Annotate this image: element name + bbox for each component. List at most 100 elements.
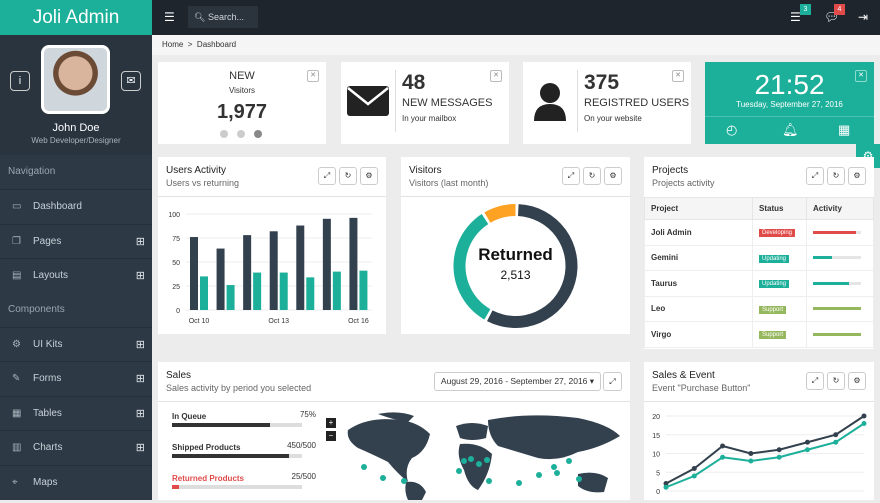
data-point — [776, 447, 782, 453]
panel-controls: ⤢ ↻ ⚙ — [806, 372, 866, 390]
expand-icon[interactable]: ⤢ — [806, 167, 824, 185]
map-marker[interactable] — [456, 468, 462, 474]
sidebar-item-ui-kits[interactable]: ⚙ UI Kits ⊞ — [0, 326, 152, 362]
bar — [190, 237, 198, 310]
table-row[interactable]: Gemini Updating — [644, 244, 874, 271]
sidebar-item-maps[interactable]: ⌖ Maps — [0, 464, 152, 500]
table-row[interactable]: Taurus Updating — [644, 270, 874, 297]
settings-icon[interactable]: ⚙ — [848, 167, 866, 185]
close-icon[interactable]: ✕ — [307, 70, 319, 82]
expand-icon[interactable]: ⤢ — [318, 167, 336, 185]
carousel-dot[interactable] — [254, 130, 262, 138]
map-marker[interactable] — [566, 458, 572, 464]
map-marker[interactable] — [468, 456, 474, 462]
map-marker[interactable] — [461, 458, 467, 464]
search-input[interactable]: 🔍︎ Search... — [188, 6, 258, 28]
bar — [306, 277, 315, 310]
panel-controls: ⤢ ↻ ⚙ — [318, 167, 378, 185]
close-icon[interactable]: ✕ — [672, 70, 684, 82]
settings-icon[interactable]: ⚙ — [848, 372, 866, 390]
series-line — [665, 422, 865, 489]
settings-icon[interactable]: ⚙ — [360, 167, 378, 185]
envelope-icon[interactable]: ✉ — [121, 71, 141, 91]
table-row[interactable]: Virgo Support — [644, 321, 874, 348]
profile-box: i ✉ John Doe Web Developer/Designer — [0, 35, 152, 155]
bar — [359, 270, 368, 310]
progress-bar — [172, 454, 302, 458]
bell-icon[interactable]: 🔔︎ — [782, 122, 799, 137]
bar — [226, 285, 235, 310]
sidebar-item-dashboard[interactable]: ▭ Dashboard — [0, 189, 152, 224]
data-point — [663, 484, 669, 490]
map-marker[interactable] — [401, 478, 407, 484]
bar — [253, 272, 262, 310]
expand-icon[interactable]: ⤢ — [806, 372, 824, 390]
col-header-activity: Activity — [806, 197, 874, 220]
brand-logo[interactable]: Joli Admin — [0, 0, 152, 35]
carousel-dot[interactable] — [237, 130, 245, 138]
map-marker[interactable] — [380, 475, 386, 481]
date-range-value: August 29, 2016 - September 27, 2016 — [440, 376, 588, 386]
table-row[interactable]: Joli Admin Developing — [644, 219, 874, 246]
status-cell: Updating — [752, 244, 807, 271]
progress-bar — [813, 281, 861, 285]
bar — [216, 248, 225, 310]
sidebar-item-label: Dashboard — [33, 201, 82, 212]
carousel-dot[interactable] — [220, 130, 228, 138]
panel-title: Sales — [166, 370, 192, 381]
status-cell: Updating — [752, 270, 807, 297]
progress-fill — [172, 454, 289, 458]
progress-fill — [813, 332, 861, 336]
zoom-out-button[interactable]: − — [326, 431, 336, 441]
donut-center-label: Returned — [478, 245, 553, 264]
col-header-status: Status — [752, 197, 807, 220]
avatar[interactable] — [41, 45, 110, 114]
table-row[interactable]: Leo Support — [644, 295, 874, 322]
components-title: Components — [8, 303, 65, 315]
menu-toggle-icon[interactable]: ☰ — [164, 10, 175, 24]
donut-slice — [484, 204, 516, 223]
refresh-icon[interactable]: ↻ — [583, 167, 601, 185]
logout-icon[interactable]: ⇥ — [858, 10, 869, 24]
expand-icon[interactable]: ⤢ — [603, 372, 622, 391]
progress-label: Returned Products — [172, 474, 245, 483]
refresh-icon[interactable]: ↻ — [827, 167, 845, 185]
map-marker[interactable] — [484, 457, 490, 463]
map-marker[interactable] — [516, 480, 522, 486]
sidebar-item-tables[interactable]: ▦ Tables ⊞ — [0, 395, 152, 431]
map-marker[interactable] — [361, 464, 367, 470]
settings-icon[interactable]: ⚙ — [604, 167, 622, 185]
tasks-icon[interactable]: ☰ — [790, 10, 801, 24]
y-tick-label: 10 — [652, 452, 660, 459]
map-marker[interactable] — [536, 472, 542, 478]
y-tick-label: 75 — [172, 236, 180, 243]
map-marker[interactable] — [551, 464, 557, 470]
calendar-icon[interactable]: ▦ — [838, 122, 851, 137]
map-marker[interactable] — [486, 478, 492, 484]
envelope-icon — [347, 86, 389, 116]
breadcrumb-home[interactable]: Home — [162, 40, 184, 49]
status-badge: Updating — [759, 254, 790, 263]
info-icon[interactable]: i — [10, 71, 30, 91]
clock-icon[interactable]: ◴ — [726, 122, 738, 137]
zoom-in-button[interactable]: + — [326, 418, 336, 428]
refresh-icon[interactable]: ↻ — [339, 167, 357, 185]
close-icon[interactable]: ✕ — [490, 70, 502, 82]
data-point — [861, 413, 867, 419]
close-icon[interactable]: ✕ — [855, 70, 867, 82]
sidebar-item-layouts[interactable]: ▤ Layouts ⊞ — [0, 258, 152, 293]
map-marker[interactable] — [576, 476, 582, 482]
map-marker[interactable] — [476, 461, 482, 467]
sidebar-item-charts[interactable]: ▥ Charts ⊞ — [0, 430, 152, 465]
sidebar-item-pages[interactable]: ❐ Pages ⊞ — [0, 223, 152, 259]
expand-icon[interactable]: ⤢ — [562, 167, 580, 185]
progress-fill — [813, 281, 849, 285]
world-map[interactable] — [338, 412, 628, 500]
progress-bar — [172, 423, 302, 427]
refresh-icon[interactable]: ↻ — [827, 372, 845, 390]
map-marker[interactable] — [554, 470, 560, 476]
sales-progress-list: In Queue 75% Shipped Products 450/500 Return… — [172, 410, 316, 503]
date-range-picker[interactable]: August 29, 2016 - September 27, 2016 ▾ — [434, 372, 601, 391]
sales-event-panel: Sales & Event Event "Purchase Button" ⤢ ↻… — [644, 362, 874, 500]
sidebar-item-forms[interactable]: ✎ Forms ⊞ — [0, 361, 152, 396]
